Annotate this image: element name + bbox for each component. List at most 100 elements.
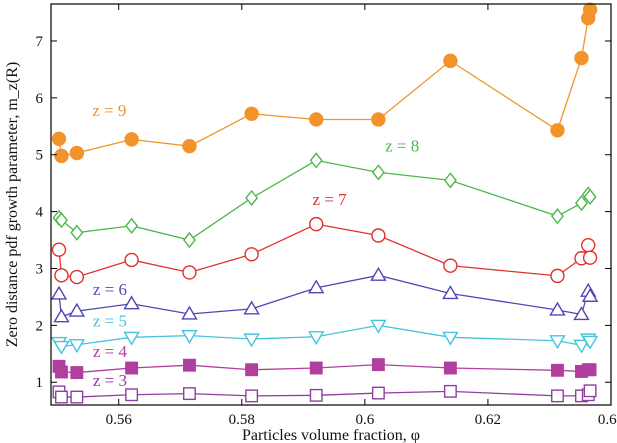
data-point [50,285,68,300]
y-tick-label: 4 [36,205,44,221]
data-point [124,252,139,268]
data-point [582,250,598,265]
data-point [371,228,386,243]
data-point [583,363,597,377]
data-point [573,306,590,321]
data-point [245,363,259,377]
data-point [371,386,385,400]
series-annotation: z = 3 [93,371,127,390]
series-z-6 [50,266,599,323]
series-annotation: z = 9 [92,101,126,120]
data-point [55,390,68,404]
data-point [70,366,84,380]
data-point [443,361,457,375]
data-point [123,331,140,346]
data-point [244,106,259,121]
data-point [54,212,68,229]
y-tick-label: 1 [36,375,44,391]
series-z-7 [51,216,598,285]
data-point [53,340,70,355]
x-tick-label: 0.58 [229,412,255,428]
data-point [308,279,325,294]
data-point [182,138,197,154]
series-annotation: z = 8 [385,136,419,155]
y-tick-label: 6 [36,91,44,107]
x-axis: 0.56 0.58 0.6 0.62 0.64 [106,4,617,428]
x-tick-label: 0.56 [106,412,133,428]
data-point [125,217,139,234]
data-point [125,388,139,402]
data-point [245,189,259,207]
series-line [58,223,591,278]
data-point [53,308,70,323]
data-point [574,194,588,212]
data-point [69,269,85,285]
x-tick-label: 0.6 [355,412,374,428]
data-point [123,295,140,310]
series-annotation: z = 6 [93,280,127,299]
data-point [550,268,565,284]
data-point [181,305,198,320]
data-point [370,319,387,334]
data-point [550,208,564,225]
data-point [308,331,325,346]
data-point [549,335,566,350]
x-axis-label: Particles volume fraction, φ [242,427,420,443]
data-point [70,390,84,404]
x-tick-label: 0.62 [475,412,501,428]
y-tick-label: 3 [36,261,44,277]
series-z-3 [52,384,597,404]
y-axis: 1 2 3 4 5 6 7 [36,34,611,391]
data-point [309,361,323,375]
data-point [573,339,590,354]
data-point [370,266,387,281]
data-point [54,268,69,283]
data-point [68,339,86,354]
data-point [182,231,196,249]
series-annotation: z = 4 [93,342,128,361]
data-point [581,335,599,350]
y-tick-label: 5 [36,148,44,164]
data-point [70,224,84,241]
series-z-5 [50,319,599,355]
data-point [243,300,260,315]
series-layer [50,2,599,404]
series-annotation: z = 7 [313,190,348,209]
data-point [182,265,197,280]
data-point [371,358,385,372]
data-point [54,148,69,164]
data-point [309,152,323,169]
series-annotation: z = 5 [93,312,127,331]
data-point [581,287,599,302]
series-line [58,390,591,398]
data-point [69,145,85,161]
data-point [583,384,597,398]
series-z-4 [52,358,597,380]
y-tick-label: 2 [36,318,44,334]
data-point [183,358,196,372]
data-point [583,188,597,205]
data-point [582,2,598,17]
data-point [581,237,596,253]
data-point [442,331,459,346]
series-line [58,9,591,157]
data-point [244,247,259,262]
data-point [245,389,259,403]
data-point [551,363,564,377]
data-point [55,365,68,379]
data-point [125,361,139,375]
data-point [442,285,459,300]
x-tick-label: 0.64 [598,412,617,428]
data-point [551,389,564,403]
data-point [68,302,86,317]
data-point [183,387,196,401]
plot-frame [50,3,612,406]
series-z-9 [51,2,598,164]
data-point [51,242,67,257]
data-point [309,216,324,232]
data-point [574,50,589,66]
data-point [51,131,67,147]
data-point [443,53,458,69]
data-point [124,132,139,147]
